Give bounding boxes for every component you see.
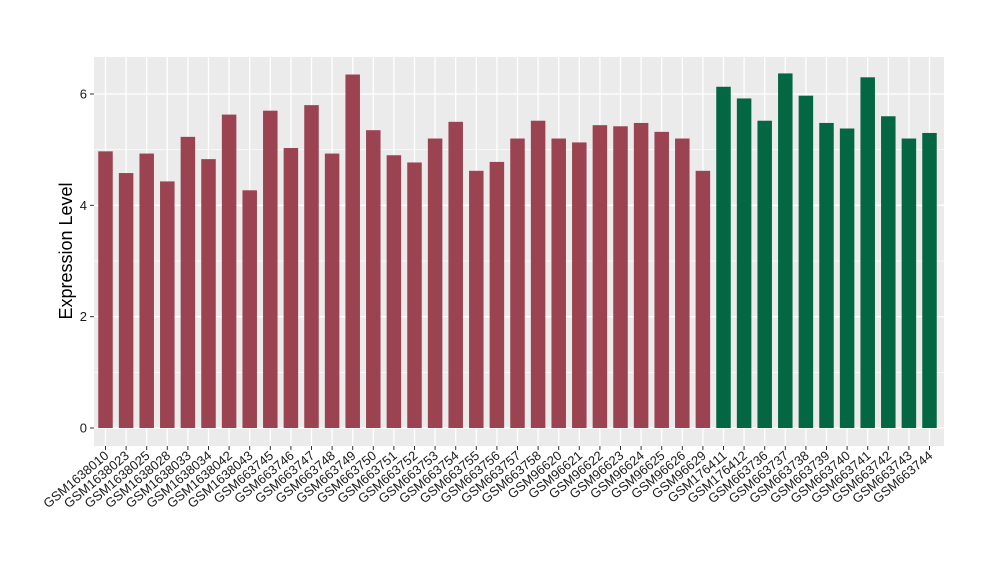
- bar-GSM663748: [324, 153, 340, 428]
- bar-GSM1638028: [160, 181, 175, 428]
- bar-GSM663753: [427, 138, 443, 429]
- bar-GSM663743: [901, 138, 917, 429]
- bar-GSM663757: [510, 138, 525, 429]
- bar-GSM663745: [263, 110, 278, 428]
- bar-GSM1638042: [221, 114, 237, 428]
- bar-GSM96621: [572, 142, 587, 428]
- bar-GSM663747: [304, 105, 319, 428]
- bar-GSM663736: [757, 120, 772, 428]
- bar-GSM663751: [386, 155, 402, 428]
- y-tick-label: 0: [80, 421, 87, 436]
- bar-GSM1638025: [139, 153, 154, 428]
- bar-GSM176411: [716, 86, 731, 428]
- bar-GSM663746: [283, 147, 299, 428]
- y-tick-label: 4: [80, 198, 87, 213]
- bar-GSM663754: [448, 121, 463, 428]
- bar-GSM96623: [613, 126, 628, 428]
- x-axis: GSM1638010GSM1638023GSM1638025GSM1638028…: [40, 446, 935, 511]
- bar-GSM96626: [675, 138, 690, 429]
- bar-GSM663740: [839, 128, 855, 428]
- bar-GSM663738: [798, 95, 814, 429]
- bar-GSM96629: [695, 170, 711, 428]
- bar-GSM1638033: [180, 136, 196, 428]
- y-axis: 0 2 4 6: [80, 87, 94, 436]
- bar-GSM1638023: [118, 173, 134, 428]
- bar-GSM663737: [778, 73, 793, 429]
- bar-GSM1638010: [98, 151, 113, 428]
- bar-GSM176412: [736, 98, 752, 428]
- bar-GSM663744: [922, 132, 937, 428]
- bar-GSM663741: [860, 77, 875, 429]
- bar-GSM663758: [530, 120, 546, 428]
- bar-GSM1638034: [201, 159, 216, 428]
- bar-GSM663750: [366, 130, 381, 428]
- bar-GSM96625: [654, 131, 669, 428]
- bars: [98, 73, 937, 429]
- bar-GSM663749: [345, 74, 360, 429]
- bar-GSM663739: [819, 122, 834, 429]
- bar-GSM1638043: [242, 190, 257, 428]
- bar-GSM96624: [633, 122, 649, 429]
- y-tick-label: 2: [80, 309, 87, 324]
- bar-GSM663755: [469, 170, 484, 428]
- bar-GSM96620: [551, 138, 566, 429]
- bar-GSM663742: [881, 116, 896, 429]
- bar-GSM96622: [592, 125, 608, 428]
- bar-GSM663752: [407, 162, 422, 428]
- y-axis-title: Expression Level: [56, 182, 76, 319]
- bar-GSM663756: [489, 161, 505, 428]
- y-tick-label: 6: [80, 87, 87, 102]
